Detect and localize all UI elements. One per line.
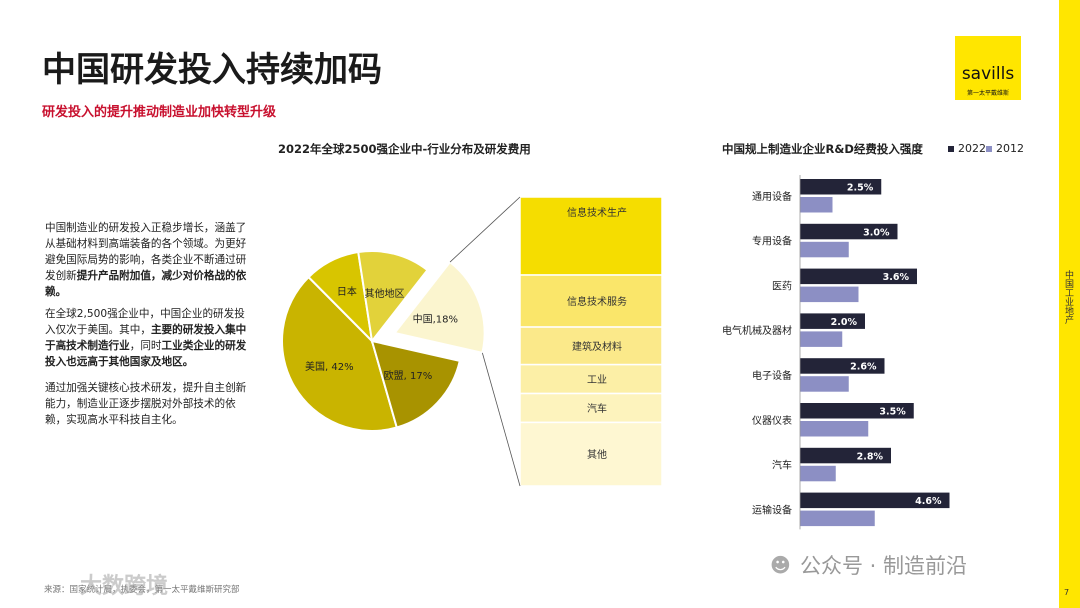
- p2-text-b: ，同时: [129, 340, 162, 352]
- pie-slice-label-0: 美国, 42%: [305, 360, 354, 373]
- bar-2012-4: [800, 376, 849, 392]
- breakdown-label-1: 信息技术服务: [567, 295, 627, 308]
- body-paragraph-1: 中国制造业的研发投入正稳步增长，涵盖了从基础材料到高端装备的各个领域。为更好避免…: [45, 220, 253, 300]
- bar-value-label-7: 4.6%: [915, 496, 942, 507]
- legend-item-2022: 2022: [948, 142, 986, 155]
- bar-2022-4: [800, 358, 885, 374]
- bar-category-label-0: 通用设备: [752, 190, 792, 203]
- pie-slice-label-2: 其他地区: [364, 287, 404, 300]
- p1-text: 中国制造业的研发投入正稳步增长，涵盖了从基础材料到高端装备的各个领域。为更好避免…: [45, 222, 247, 282]
- logo-wordmark: savills: [961, 64, 1015, 84]
- page-subtitle: 研发投入的提升推动制造业加快转型升级: [42, 105, 277, 120]
- breakdown-label-3: 工业: [587, 374, 607, 386]
- pie-slice-label-1: 日本: [337, 285, 357, 298]
- breakdown-segment-1: [519, 274, 663, 328]
- bar-value-label-0: 2.5%: [847, 183, 874, 194]
- bar-2022-0: [800, 179, 882, 195]
- connector-line-bottom: [481, 352, 521, 487]
- sidebar-label: 中国工业地产: [1063, 270, 1073, 324]
- bar-value-label-3: 2.0%: [831, 317, 858, 328]
- wechat-icon: ☻: [770, 553, 791, 577]
- breakdown-segment-2: [519, 326, 663, 366]
- breakdown-segment-5: [519, 421, 663, 487]
- bar-2022-5: [800, 403, 914, 419]
- pie-slice-4: [370, 339, 461, 429]
- bar-category-label-5: 仪器仪表: [752, 414, 792, 427]
- legend-label-2022: 2022: [958, 142, 986, 155]
- bar-value-label-6: 2.8%: [857, 451, 884, 462]
- page-number: 7: [1064, 588, 1070, 597]
- breakdown-label-5: 其他: [587, 448, 607, 461]
- pie-slice-2: [357, 250, 429, 344]
- bar-value-label-4: 2.6%: [850, 362, 877, 373]
- side-bar: 中国工业地产: [1059, 0, 1080, 608]
- pie-slice-label-3: 中国,18%: [413, 312, 458, 325]
- watermark-account: 公众号 · 制造前沿: [800, 554, 968, 578]
- page-title: 中国研发投入持续加码: [42, 50, 382, 90]
- bar-2012-6: [800, 465, 836, 482]
- bar-category-label-1: 专用设备: [752, 235, 792, 248]
- bar-2022-1: [800, 223, 898, 240]
- body-paragraph-3: 通过加强关键核心技术研发，提升自主创新能力，制造业正逐步摆脱对外部技术的依赖，实…: [45, 382, 247, 426]
- bar-2012-0: [800, 197, 833, 213]
- breakdown-label-0: 信息技术生产: [567, 206, 627, 219]
- p2-bold-b: 工业类企业的研发投入也远高于其他国家及地区。: [45, 340, 247, 368]
- bar-value-label-1: 3.0%: [863, 227, 890, 238]
- pie-chart-title: 2022年全球2500强企业中-行业分布及研发费用: [278, 142, 531, 156]
- bar-category-label-7: 运输设备: [752, 503, 792, 516]
- bar-chart-title: 中国规上制造业企业R&D经费投入强度: [722, 142, 923, 156]
- logo-tagline: 第一太平戴维斯: [966, 90, 1009, 97]
- p2-bold-a: 主要的研发投入集中于高技术制造行业: [45, 324, 247, 352]
- bar-2022-2: [800, 268, 917, 285]
- bar-value-label-5: 3.5%: [879, 407, 906, 418]
- p2-text-a: 在全球2,500强企业中，中国企业的研发投入仅次于美国。其中，: [45, 308, 245, 336]
- bar-2012-3: [800, 331, 843, 347]
- bar-category-label-2: 医药: [772, 280, 792, 292]
- breakdown-label-2: 建筑及材料: [572, 340, 622, 353]
- bar-category-label-4: 电子设备: [752, 369, 792, 382]
- bar-value-label-2: 3.6%: [883, 272, 910, 283]
- pie-slice-3: [392, 260, 486, 355]
- savills-logo: savills 第一太平戴维斯: [955, 36, 1021, 100]
- bar-2022-3: [800, 313, 865, 329]
- bar-2022-6: [800, 447, 891, 464]
- breakdown-label-4: 汽车: [587, 402, 607, 415]
- legend-swatch-2012: [986, 145, 992, 152]
- bar-2022-7: [800, 492, 950, 509]
- body-paragraph-2: 在全球2,500强企业中，中国企业的研发投入仅次于美国。其中，主要的研发投入集中…: [45, 306, 253, 370]
- pie-slice-label-4: 欧盟, 17%: [384, 370, 433, 382]
- legend-label-2012: 2012: [996, 142, 1024, 155]
- source-note: 来源：国家统计局，执委会，第一太平戴维斯研究部: [44, 585, 240, 595]
- bar-2012-5: [800, 421, 869, 437]
- legend-item-2012: 2012: [986, 142, 1024, 155]
- bar-2012-1: [800, 241, 849, 258]
- bar-category-label-3: 电气机械及器材: [722, 324, 792, 337]
- bar-2012-2: [800, 286, 859, 303]
- connector-line-top: [449, 196, 521, 263]
- breakdown-segment-3: [519, 363, 663, 395]
- bar-category-label-6: 汽车: [772, 459, 792, 472]
- watermark-overlay: 大数跨境: [80, 574, 169, 599]
- p1-bold: 提升产品附加值，减少对价格战的依赖。: [45, 270, 247, 298]
- breakdown-segment-4: [519, 392, 663, 424]
- legend-swatch-2022: [948, 145, 954, 152]
- pie-slice-0: [281, 275, 399, 432]
- bar-2012-7: [800, 510, 875, 527]
